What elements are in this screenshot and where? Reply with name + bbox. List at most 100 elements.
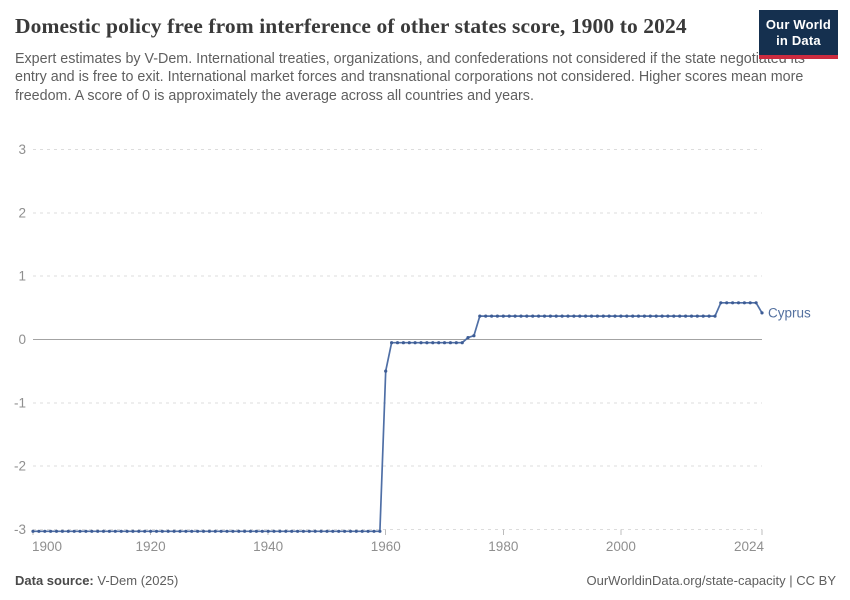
data-point xyxy=(548,314,553,318)
data-point xyxy=(272,529,276,533)
data-point xyxy=(501,314,505,318)
data-point xyxy=(484,314,488,318)
data-point xyxy=(231,529,235,533)
data-point xyxy=(107,529,111,533)
data-point xyxy=(666,314,670,318)
data-point xyxy=(713,314,717,318)
data-point xyxy=(584,314,588,318)
data-point xyxy=(284,529,288,533)
footer-license-text[interactable]: OurWorldinData.org/state-capacity | CC B… xyxy=(586,573,836,588)
x-axis-label: 1940 xyxy=(253,539,283,554)
data-point xyxy=(143,529,147,533)
data-point xyxy=(431,341,435,345)
data-point xyxy=(407,341,411,345)
data-point xyxy=(613,314,617,318)
data-point xyxy=(319,529,323,533)
data-point xyxy=(425,341,429,345)
data-point xyxy=(660,314,664,318)
data-point xyxy=(460,341,464,345)
data-point xyxy=(478,314,482,318)
data-point xyxy=(149,529,153,533)
data-point xyxy=(525,314,529,318)
data-point xyxy=(642,314,647,318)
entity-label-cyprus[interactable]: Cyprus xyxy=(768,305,811,320)
data-point xyxy=(37,529,41,533)
data-point xyxy=(413,341,417,345)
series-line-cyprus xyxy=(32,301,763,533)
data-point xyxy=(395,341,400,345)
data-point xyxy=(243,529,247,533)
data-point xyxy=(325,529,329,533)
data-point xyxy=(301,529,305,533)
data-point xyxy=(701,314,705,318)
data-point xyxy=(31,529,35,533)
data-point xyxy=(754,301,758,305)
data-point xyxy=(707,314,711,318)
y-axis-label: 3 xyxy=(18,142,26,157)
data-point xyxy=(113,529,117,533)
data-point xyxy=(266,529,270,533)
data-point xyxy=(366,529,370,533)
data-point xyxy=(84,529,88,533)
data-point xyxy=(513,314,517,318)
data-point xyxy=(760,311,764,315)
data-point xyxy=(542,314,547,318)
data-point xyxy=(736,301,741,305)
data-point xyxy=(90,529,94,533)
data-point xyxy=(72,529,76,533)
data-point xyxy=(589,314,594,318)
data-point xyxy=(248,529,253,533)
data-point xyxy=(566,314,570,318)
data-point xyxy=(166,529,170,533)
data-point xyxy=(372,529,376,533)
data-point xyxy=(689,314,694,318)
y-axis-label: 2 xyxy=(18,205,26,220)
data-point xyxy=(254,529,258,533)
x-axis-label: 1980 xyxy=(488,539,518,554)
data-point xyxy=(196,529,200,533)
data-point xyxy=(601,314,605,318)
data-point xyxy=(437,341,441,345)
data-point xyxy=(519,314,523,318)
data-point xyxy=(101,529,106,533)
data-point xyxy=(466,336,470,340)
data-point xyxy=(472,334,476,338)
data-point xyxy=(237,529,241,533)
data-point xyxy=(648,314,652,318)
data-point xyxy=(537,314,541,318)
data-point xyxy=(595,314,600,318)
data-point xyxy=(348,529,353,533)
data-point xyxy=(119,529,123,533)
data-point xyxy=(625,314,629,318)
data-point xyxy=(201,529,206,533)
y-axis-label: 1 xyxy=(18,269,26,284)
data-point xyxy=(131,529,135,533)
data-point xyxy=(49,529,53,533)
data-point xyxy=(260,529,264,533)
data-point xyxy=(172,529,176,533)
data-point xyxy=(137,529,141,533)
data-point xyxy=(384,369,388,373)
data-point xyxy=(54,529,59,533)
data-point xyxy=(572,314,576,318)
data-point xyxy=(125,529,129,533)
data-point xyxy=(96,529,100,533)
data-point xyxy=(313,529,317,533)
data-point xyxy=(742,301,747,305)
data-point xyxy=(213,529,217,533)
data-point xyxy=(454,341,458,345)
data-point xyxy=(331,529,335,533)
data-point xyxy=(43,529,47,533)
owid-logo[interactable]: Our World in Data xyxy=(758,10,838,59)
x-axis-label: 1960 xyxy=(371,539,401,554)
data-point xyxy=(360,529,364,533)
data-point xyxy=(207,529,211,533)
data-point xyxy=(296,529,300,533)
data-point xyxy=(725,301,729,305)
data-source-label: Data source: xyxy=(15,573,94,588)
data-point xyxy=(560,314,564,318)
data-point xyxy=(66,529,70,533)
data-point xyxy=(507,314,511,318)
chart-header: Domestic policy free from interference o… xyxy=(15,12,835,106)
data-point xyxy=(278,529,282,533)
